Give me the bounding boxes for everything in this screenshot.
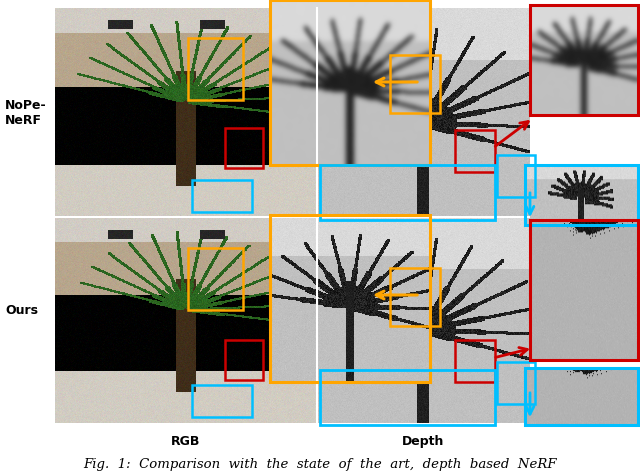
Bar bbox=[525, 368, 638, 425]
Bar bbox=[390, 55, 440, 113]
Bar bbox=[320, 165, 495, 220]
Bar bbox=[188, 248, 243, 310]
Text: Ours: Ours bbox=[5, 303, 38, 317]
Bar bbox=[320, 370, 495, 425]
Bar bbox=[192, 385, 252, 417]
Bar bbox=[455, 130, 495, 172]
Bar bbox=[225, 128, 263, 168]
Bar bbox=[530, 5, 638, 115]
Bar bbox=[525, 165, 638, 225]
Bar bbox=[455, 340, 495, 382]
Bar bbox=[192, 180, 252, 212]
Bar bbox=[270, 0, 430, 165]
Text: Fig.  1:  Comparison  with  the  state  of  the  art,  depth  based  NeRF: Fig. 1: Comparison with the state of the… bbox=[83, 458, 557, 471]
Bar bbox=[497, 362, 535, 404]
Text: NoPe-
NeRF: NoPe- NeRF bbox=[5, 99, 47, 127]
Bar bbox=[270, 215, 430, 382]
Text: RGB: RGB bbox=[172, 435, 201, 448]
Bar bbox=[390, 268, 440, 326]
Text: Depth: Depth bbox=[402, 435, 444, 448]
Bar bbox=[530, 220, 638, 360]
Bar bbox=[188, 38, 243, 100]
Bar bbox=[55, 216, 530, 218]
Bar bbox=[497, 155, 535, 197]
Bar bbox=[225, 340, 263, 380]
